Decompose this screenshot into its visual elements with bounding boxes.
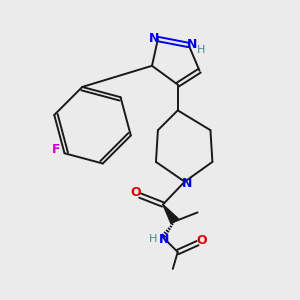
Text: H: H	[197, 45, 206, 55]
Text: N: N	[149, 32, 159, 44]
Text: N: N	[182, 177, 192, 190]
Text: F: F	[52, 143, 61, 156]
Text: H: H	[149, 234, 157, 244]
Text: N: N	[186, 38, 197, 52]
Polygon shape	[163, 205, 178, 224]
Text: N: N	[159, 233, 169, 246]
Text: O: O	[196, 234, 207, 247]
Text: O: O	[131, 186, 141, 199]
